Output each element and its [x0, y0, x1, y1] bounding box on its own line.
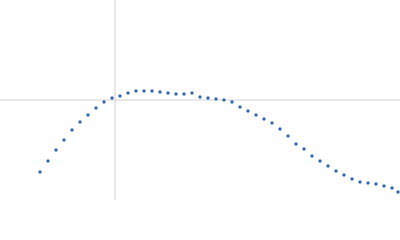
data-point [396, 190, 400, 194]
data-point [350, 177, 354, 181]
data-point [54, 148, 58, 152]
data-point [70, 128, 74, 132]
data-point [278, 127, 282, 131]
data-point [134, 89, 138, 93]
data-point [310, 154, 314, 158]
data-point [246, 109, 250, 113]
data-point [94, 106, 98, 110]
data-point [318, 159, 322, 163]
data-point [206, 96, 210, 100]
data-point [254, 113, 258, 117]
data-point [62, 138, 66, 142]
data-point [358, 180, 362, 184]
data-point [174, 92, 178, 96]
data-point [110, 96, 114, 100]
data-point [286, 134, 290, 138]
chart [0, 0, 400, 200]
data-point [190, 91, 194, 95]
data-point [374, 182, 378, 186]
data-point [38, 170, 42, 174]
data-point [166, 91, 170, 95]
data-point [382, 184, 386, 188]
data-point [126, 91, 130, 95]
data-point [158, 90, 162, 94]
data-point [142, 89, 146, 93]
data-point [118, 94, 122, 98]
data-point [46, 159, 50, 163]
data-point [182, 92, 186, 96]
data-point [222, 98, 226, 102]
data-point [150, 89, 154, 93]
data-point [198, 95, 202, 99]
data-point [86, 113, 90, 117]
data-point [302, 147, 306, 151]
data-point [262, 117, 266, 121]
data-point [342, 173, 346, 177]
data-point [366, 181, 370, 185]
data-point [326, 164, 330, 168]
data-point [214, 97, 218, 101]
data-point [238, 105, 242, 109]
data-point [294, 142, 298, 146]
data-point [78, 120, 82, 124]
data-point [270, 121, 274, 125]
data-point [390, 186, 394, 190]
data-point [102, 100, 106, 104]
data-point [334, 169, 338, 173]
data-point [230, 100, 234, 104]
